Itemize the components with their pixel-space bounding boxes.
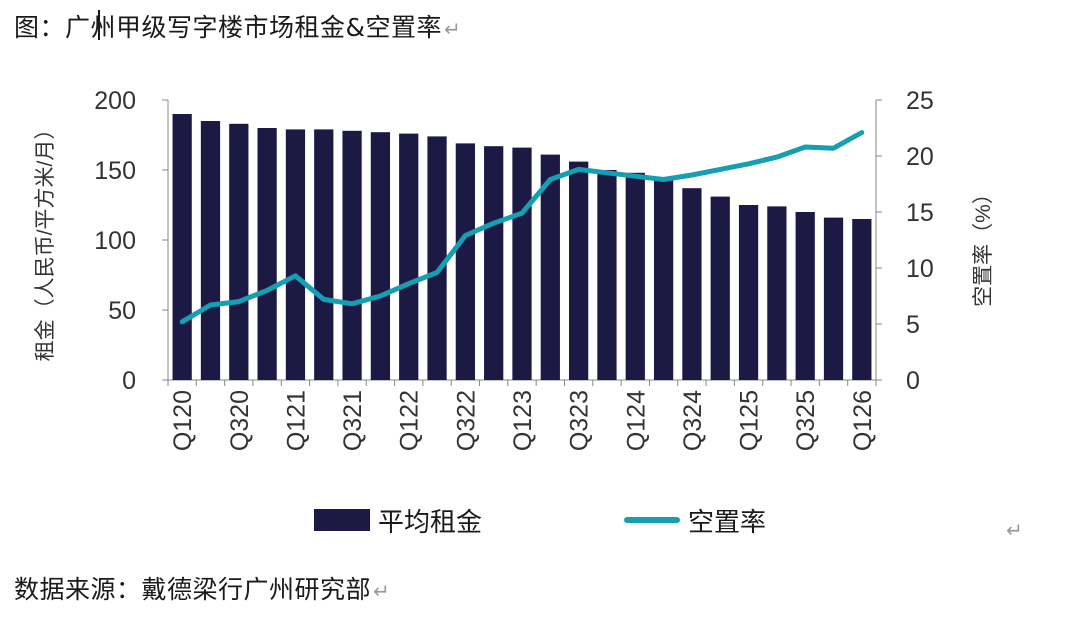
x-tick-label: Q325: [792, 390, 820, 451]
bar-rent: [229, 123, 249, 381]
y-axis-title-right: 空置率（%）: [972, 183, 995, 307]
y-axis-title-left: 租金（人民币/平方米/月）: [34, 119, 57, 362]
chart-legend: 平均租金 空置率: [0, 500, 1080, 540]
chart-labels: 0 50 100 150 200 0 5 10 15 20 25 Q120 Q320 Q121 Q321 Q1…: [34, 87, 995, 451]
source-text: 数据来源：戴德梁行广州研究部: [14, 575, 372, 604]
x-tick-label: Q321: [339, 390, 367, 451]
x-tick-label: Q122: [396, 390, 424, 451]
bar-rent: [370, 132, 391, 380]
legend-item-rent: 平均租金: [314, 500, 482, 540]
bar-rent: [342, 130, 362, 380]
x-tick-label: Q121: [282, 390, 310, 451]
legend-label-rent: 平均租金: [378, 507, 483, 538]
bar-rent: [540, 154, 560, 380]
legend-label-vacancy: 空置率: [688, 507, 767, 538]
bar-rent: [767, 206, 787, 380]
y-tick-label-right: 15: [906, 199, 934, 227]
figure-caption: 图：广州甲级写字楼市场租金&空置率 ↵: [14, 8, 461, 44]
text-cursor: [98, 10, 100, 40]
x-tick-label: Q123: [509, 390, 537, 451]
bar-rent: [512, 147, 532, 380]
x-tick-label: Q124: [622, 390, 650, 451]
bar-rent: [597, 170, 617, 380]
y-tick-label-right: 10: [906, 255, 934, 283]
bar-rent: [653, 178, 674, 380]
y-tick-label-right: 0: [906, 367, 920, 395]
x-tick-label: Q120: [169, 390, 197, 451]
legend-swatch-line: [624, 517, 680, 523]
y-tick-label-right: 20: [906, 143, 934, 171]
x-tick-label: Q323: [566, 390, 594, 451]
y-tick-label-right: 5: [906, 311, 920, 339]
y-tick-label-left: 100: [94, 227, 136, 255]
bar-rent: [285, 129, 306, 380]
bar-rent: [625, 172, 645, 380]
y-tick-label-left: 150: [94, 157, 136, 185]
legend-item-vacancy: 空置率: [624, 500, 766, 540]
y-tick-label-left: 200: [94, 87, 136, 115]
y-tick-label-left: 50: [108, 297, 136, 325]
paragraph-mark-icon: ↵: [444, 17, 462, 41]
chart-bars: [172, 114, 872, 381]
x-tick-label: Q322: [452, 390, 480, 451]
figure-caption-text: 图：广州甲级写字楼市场租金&空置率: [14, 13, 442, 42]
bar-rent: [823, 217, 844, 380]
paragraph-mark-icon: ↵: [1006, 518, 1023, 542]
chart-line: [179, 130, 865, 325]
bar-rent: [710, 196, 730, 380]
x-tick-label: Q324: [679, 390, 707, 451]
y-tick-label-left: 0: [122, 367, 136, 395]
line-vacancy: [179, 130, 865, 325]
bar-rent: [795, 212, 815, 380]
bar-rent: [682, 188, 702, 380]
bar-rent: [852, 219, 872, 380]
source-note: 数据来源：戴德梁行广州研究部 ↵: [14, 570, 390, 606]
bar-rent: [200, 121, 221, 380]
y-tick-label-right: 25: [906, 87, 934, 115]
bar-rent: [257, 128, 277, 380]
bar-rent: [569, 161, 589, 380]
bar-rent: [172, 114, 192, 380]
x-tick-label: Q125: [736, 390, 764, 451]
bar-rent: [314, 129, 334, 380]
x-tick-label: Q126: [849, 390, 877, 451]
bar-rent: [738, 205, 759, 380]
bar-rent: [484, 146, 504, 380]
bar-rent: [455, 143, 475, 380]
paragraph-mark-icon: ↵: [373, 579, 391, 603]
x-tick-label: Q320: [226, 390, 254, 451]
legend-swatch-bar: [314, 509, 370, 531]
chart: 0 50 100 150 200 0 5 10 15 20 25 Q120 Q320 Q121 Q321 Q1…: [34, 87, 995, 451]
bar-rent: [399, 133, 419, 380]
bar-rent: [427, 136, 447, 380]
